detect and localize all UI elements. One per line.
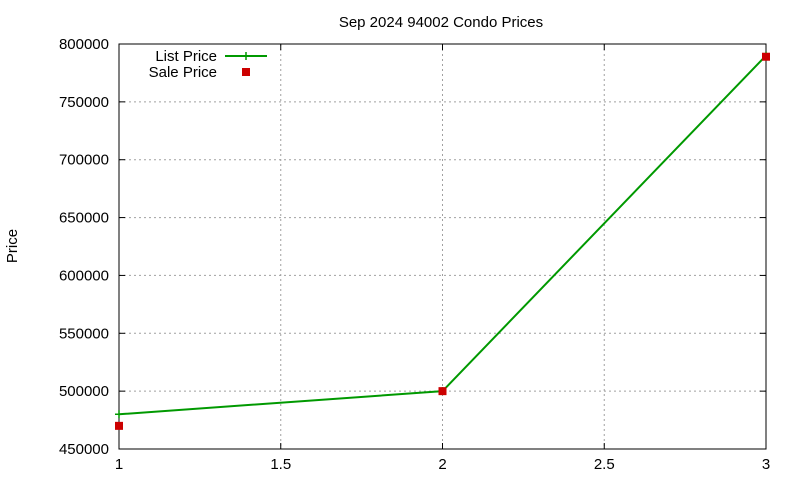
y-tick-label: 600000 (59, 267, 109, 284)
list-price-point (115, 410, 123, 419)
sale-price-point (762, 52, 770, 61)
y-tick-label: 500000 (59, 383, 109, 400)
legend-label: Sale Price (149, 64, 217, 81)
sale-price-point (115, 421, 123, 430)
x-tick-label: 1 (115, 456, 123, 473)
y-tick-label: 700000 (59, 152, 109, 169)
x-tick-label: 2.5 (594, 456, 615, 473)
y-tick-label: 800000 (59, 36, 109, 53)
axes: 450000 500000 550000 600000 650000 700000 7500… (59, 36, 770, 473)
x-tick-label: 3 (762, 456, 770, 473)
x-tick-label: 2 (438, 456, 446, 473)
y-tick-label: 750000 (59, 94, 109, 111)
sale-price-point (438, 387, 447, 396)
legend-square-swatch (242, 68, 250, 76)
plot-area (115, 51, 770, 430)
legend-plus-swatch (242, 52, 250, 60)
y-tick-label: 450000 (59, 441, 109, 458)
chart-title: Sep 2024 94002 Condo Prices (339, 14, 543, 31)
y-tick-label: 550000 (59, 325, 109, 342)
y-tick-label: 650000 (59, 210, 109, 227)
y-axis-label: Price (4, 229, 21, 263)
x-tick-label: 1.5 (270, 456, 291, 473)
legend-label: List Price (155, 48, 217, 65)
